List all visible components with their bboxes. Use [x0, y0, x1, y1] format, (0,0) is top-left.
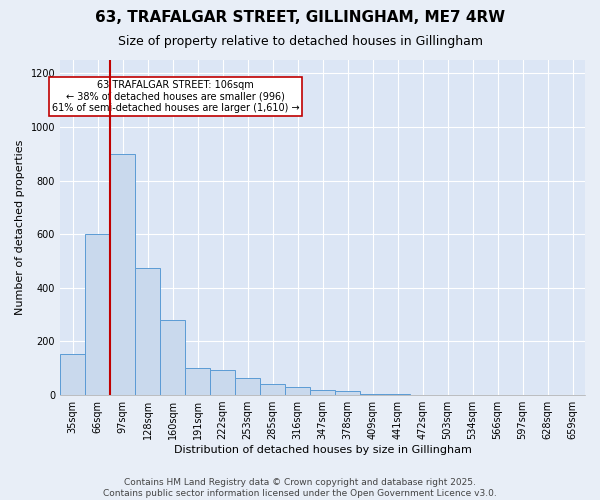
Bar: [310, 390, 335, 395]
Bar: [60, 354, 85, 395]
Bar: [260, 384, 285, 395]
X-axis label: Distribution of detached houses by size in Gillingham: Distribution of detached houses by size …: [173, 445, 472, 455]
Bar: [385, 394, 410, 395]
Y-axis label: Number of detached properties: Number of detached properties: [15, 140, 25, 315]
Bar: [335, 391, 360, 395]
Text: 63 TRAFALGAR STREET: 106sqm
← 38% of detached houses are smaller (996)
61% of se: 63 TRAFALGAR STREET: 106sqm ← 38% of det…: [52, 80, 299, 114]
Bar: [210, 370, 235, 395]
Text: 63, TRAFALGAR STREET, GILLINGHAM, ME7 4RW: 63, TRAFALGAR STREET, GILLINGHAM, ME7 4R…: [95, 10, 505, 25]
Bar: [235, 378, 260, 395]
Text: Contains HM Land Registry data © Crown copyright and database right 2025.
Contai: Contains HM Land Registry data © Crown c…: [103, 478, 497, 498]
Bar: [85, 234, 110, 395]
Bar: [110, 154, 135, 395]
Bar: [360, 394, 385, 395]
Bar: [160, 320, 185, 395]
Bar: [285, 387, 310, 395]
Bar: [185, 368, 210, 395]
Text: Size of property relative to detached houses in Gillingham: Size of property relative to detached ho…: [118, 35, 482, 48]
Bar: [135, 268, 160, 395]
